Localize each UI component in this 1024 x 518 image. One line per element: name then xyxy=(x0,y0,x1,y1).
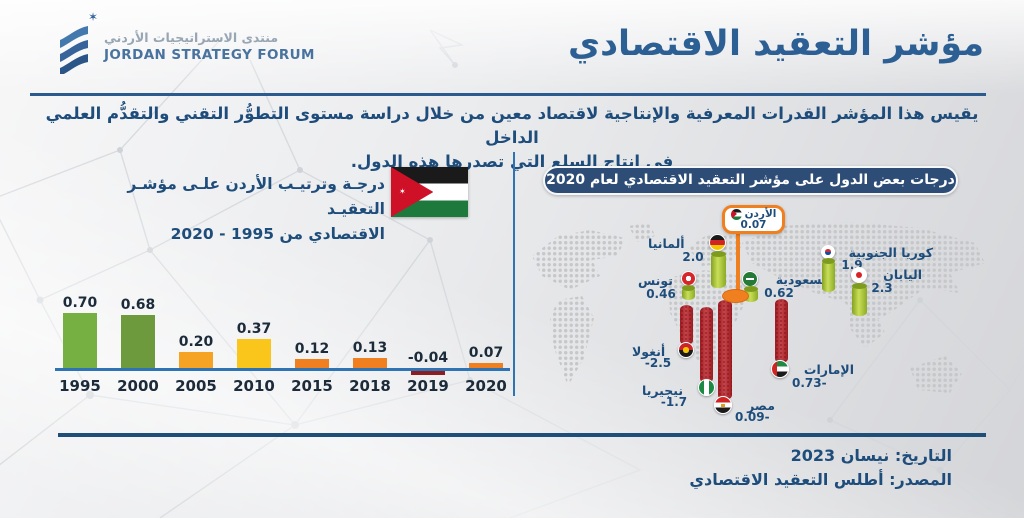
bar-value: 0.68 xyxy=(120,297,156,313)
header-divider xyxy=(30,93,986,96)
footer-source: المصدر: أطلس التعقيد الاقتصادي xyxy=(689,470,952,489)
bar xyxy=(353,358,387,368)
star-icon: ✶ xyxy=(87,10,98,24)
jordan-callout-stem xyxy=(736,233,740,291)
left-chart-title-line2: الاقتصادي من 1995 - 2020 xyxy=(170,224,385,243)
jordan-flag-star-icon: ✶ xyxy=(399,187,406,196)
bar-value: 0.20 xyxy=(178,334,214,350)
bar-column-2005: 0.20 2005 xyxy=(171,293,221,405)
intro-line-1: يقيس هذا المؤشر القدرات المعرفية والإنتا… xyxy=(45,104,979,147)
country-value: 2.0 xyxy=(682,250,704,264)
bar-column-2015: 0.12 2015 xyxy=(287,293,337,405)
country-value: 0.46 xyxy=(646,287,676,301)
germany-flag-icon xyxy=(709,234,726,251)
egypt-flag-icon xyxy=(714,396,732,414)
nigeria-flag-icon xyxy=(698,379,715,396)
section-divider xyxy=(513,152,515,396)
bar xyxy=(295,359,329,368)
country-label: الإمارات xyxy=(803,362,854,377)
page-title: مؤشر التعقيد الاقتصادي xyxy=(568,24,984,64)
bar-year: 2010 xyxy=(233,377,275,395)
bar-year: 2005 xyxy=(175,377,217,395)
jordan-flag-icon: ✶ xyxy=(391,167,468,217)
bar-column-2019: -0.04 2019 xyxy=(403,293,453,405)
jordan-callout: الأردن 0.07 xyxy=(722,205,785,234)
bar-value: 0.07 xyxy=(468,345,504,361)
country-value: 0.07 xyxy=(740,218,767,231)
country-value: 0.09- xyxy=(735,410,770,424)
bar-column-1995: 0.70 1995 xyxy=(55,293,105,405)
tunisia-bar xyxy=(682,285,695,300)
country-label: السعودية xyxy=(775,272,831,287)
nigeria-bar xyxy=(700,307,713,383)
header-background xyxy=(0,0,1024,94)
bar xyxy=(63,313,97,368)
intro-text: يقيس هذا المؤشر القدرات المعرفية والإنتا… xyxy=(40,102,984,174)
footer-date: التاريخ: نيسان 2023 xyxy=(790,446,952,465)
footer-divider xyxy=(58,433,986,437)
angola-bar xyxy=(680,305,693,345)
country-label: ألمانيا xyxy=(648,236,685,251)
jordan-flag-icon xyxy=(730,208,742,220)
logo-name-english: JORDAN STRATEGY FORUM xyxy=(104,46,315,63)
jordan-callout-header: الأردن xyxy=(730,207,777,220)
country-label: مصر xyxy=(747,398,775,413)
jordan-map-marker xyxy=(722,289,749,303)
japan-flag-icon xyxy=(851,267,867,283)
bar-year: 1995 xyxy=(59,377,101,395)
bar-column-2010: 0.37 2010 xyxy=(229,293,279,405)
bar xyxy=(121,315,155,368)
country-value: -1.7 xyxy=(660,395,688,409)
bar-column-2018: 0.13 2018 xyxy=(345,293,395,405)
bar-year: 2015 xyxy=(291,377,333,395)
germany-bar xyxy=(711,251,726,288)
country-value: 2.3 xyxy=(871,281,893,295)
tunisia-flag-icon xyxy=(681,271,696,286)
chart-baseline xyxy=(55,368,510,371)
world-map xyxy=(532,222,985,393)
logo-sails-icon: ✶ xyxy=(56,10,98,76)
jordan-flag-triangle xyxy=(391,167,434,217)
bar xyxy=(179,352,213,368)
logo-text: منتدى الاستراتيجيات الأردني JORDAN STRAT… xyxy=(104,30,315,63)
angola-flag-icon xyxy=(678,342,694,358)
bar-value: 0.37 xyxy=(236,321,272,337)
logo-name-arabic: منتدى الاستراتيجيات الأردني xyxy=(104,29,279,45)
japan-bar xyxy=(852,283,867,316)
bar-value: -0.04 xyxy=(407,350,449,366)
country-label: نيجيريا xyxy=(642,383,684,398)
bar xyxy=(411,371,445,375)
jordan-bar-chart: 0.70 1995 0.68 2000 0.20 2005 0.37 2010 … xyxy=(55,293,510,405)
left-chart-title-line1: درجـة وترتيـب الأردن علـى مؤشـر التعقيـد xyxy=(127,175,385,218)
bar-year: 2020 xyxy=(465,377,507,395)
country-label: أنغولا xyxy=(632,344,666,359)
bar-value: 0.70 xyxy=(62,295,98,311)
bar-value: 0.13 xyxy=(352,340,388,356)
country-label: تونس xyxy=(638,273,673,288)
country-value: 0.73- xyxy=(792,376,827,390)
bar-year: 2000 xyxy=(117,377,159,395)
bar-value: 0.12 xyxy=(294,341,330,357)
map-section-header: درجات بعض الدول على مؤشر التعقيد الاقتصا… xyxy=(543,166,958,195)
footer-text: التاريخ: نيسان 2023 المصدر: أطلس التعقيد… xyxy=(532,444,952,492)
jsf-logo: ✶ منتدى الاستراتيجيات الأردني JORDAN STR… xyxy=(56,10,315,76)
country-label: اليابان xyxy=(883,267,922,282)
country-label: كوريا الجنوبية xyxy=(848,245,933,260)
south-korea-bar xyxy=(822,258,835,292)
country-label: الأردن xyxy=(744,207,777,220)
uae-flag-icon xyxy=(771,360,789,378)
bar xyxy=(237,339,271,368)
south-korea-flag-icon xyxy=(821,245,835,259)
uae-bar xyxy=(775,299,788,363)
country-value: 0.62 xyxy=(764,286,794,300)
left-chart-title: درجـة وترتيـب الأردن علـى مؤشـر التعقيـد… xyxy=(100,172,385,246)
bar-column-2000: 0.68 2000 xyxy=(113,293,163,405)
bar-year: 2018 xyxy=(349,377,391,395)
egypt-bar xyxy=(718,300,732,400)
bar-year: 2019 xyxy=(407,377,449,395)
saudi-arabia-flag-icon xyxy=(742,271,758,287)
bar-column-2020: 0.07 2020 xyxy=(461,293,511,405)
country-value: -2.5 xyxy=(644,356,672,370)
